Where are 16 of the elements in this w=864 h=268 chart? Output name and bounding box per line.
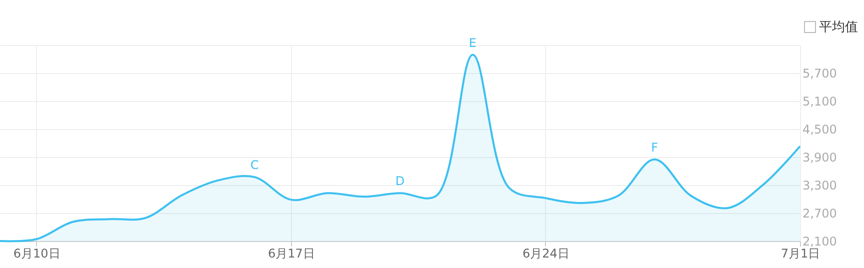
x-tick-label: 7月1日: [780, 246, 820, 260]
y-tick-label: 4,500: [802, 122, 837, 136]
y-tick-label: 5,100: [802, 94, 837, 108]
x-tick-label: 6月24日: [522, 246, 570, 260]
annotation: C: [250, 158, 259, 172]
text: 平均值: [819, 19, 858, 36]
y-tick-label: 3,300: [802, 178, 837, 192]
annotation: F: [651, 140, 658, 154]
y-tick-label: 2,100: [802, 234, 837, 248]
x-tick-label: 6月10日: [13, 246, 60, 260]
y-tick-label: 2,700: [802, 206, 837, 220]
y-tick-label: 3,900: [802, 150, 837, 164]
annotation: D: [395, 174, 405, 188]
annotation: E: [468, 36, 477, 50]
y-tick-label: 5,700: [802, 66, 837, 80]
x-tick-label: 6月17日: [268, 246, 315, 260]
